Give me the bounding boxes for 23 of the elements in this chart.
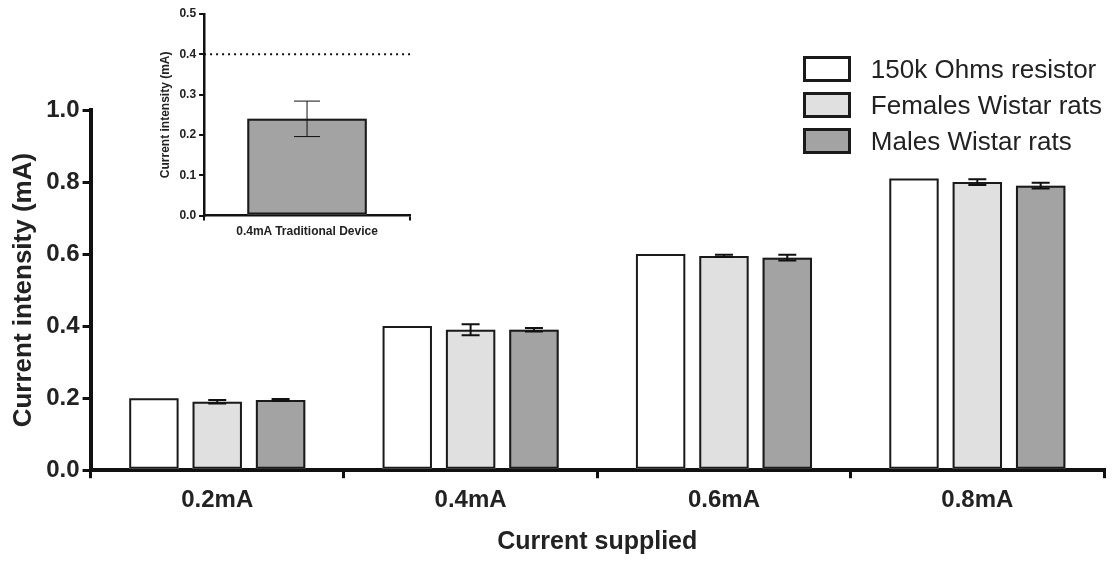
y-tick-label: 0.0: [46, 454, 80, 482]
y-tick-label: 0.8: [46, 166, 80, 194]
y-tick-label: 0.4: [46, 310, 81, 338]
x-tick-label: 0.8mA: [941, 485, 1014, 513]
y-tick-label: 0.5: [179, 6, 197, 21]
y-tick-label: 1.0: [46, 94, 80, 122]
y-axis-title: Current intensity (mA): [6, 152, 37, 428]
legend-label: Males Wistar rats: [870, 125, 1072, 157]
legend-label: Females Wistar rats: [870, 89, 1102, 121]
x-tick-label: 0.4mA Traditional Device: [236, 224, 379, 239]
x-tick-label: 0.6mA: [687, 485, 760, 513]
x-tick-label: 0.4mA: [434, 485, 507, 513]
y-tick-label: 0.1: [179, 167, 197, 182]
x-axis-title: Current supplied: [497, 525, 698, 554]
y-tick-label: 0.0: [179, 207, 197, 222]
y-tick-label: 0.2: [179, 127, 197, 142]
y-tick-label: 0.2: [46, 382, 80, 410]
y-tick-label: 0.6: [46, 238, 80, 266]
legend-label: 150k Ohms resistor: [870, 53, 1097, 85]
y-tick-label: 0.3: [179, 86, 197, 101]
y-axis-title: Current intensity (mA): [157, 51, 172, 179]
y-tick-label: 0.4: [179, 46, 197, 61]
x-tick-label: 0.2mA: [181, 485, 254, 513]
